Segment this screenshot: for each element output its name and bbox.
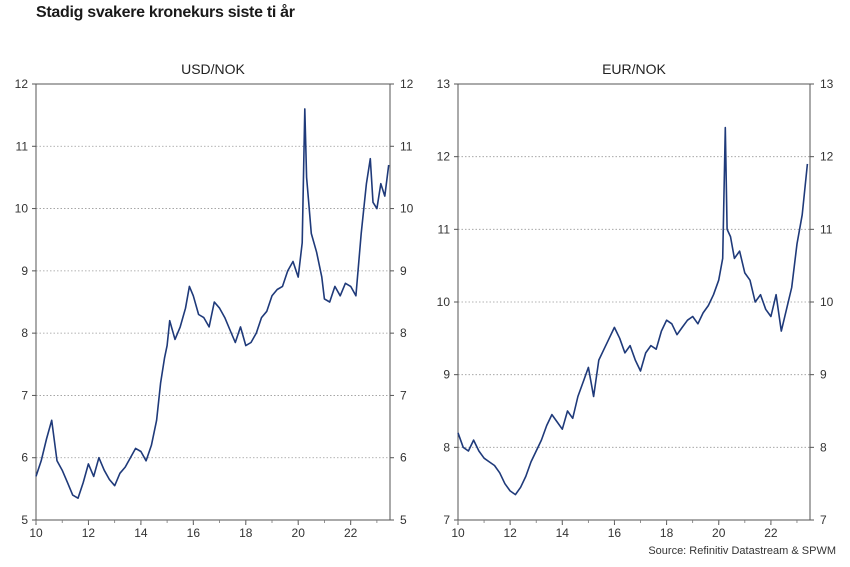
x-tick-label: 18 <box>660 526 674 540</box>
y-tick-label-left: 10 <box>15 202 29 216</box>
x-tick-label: 14 <box>134 526 148 540</box>
x-tick-label: 12 <box>82 526 96 540</box>
y-tick-label-left: 11 <box>438 222 451 236</box>
x-tick-label: 22 <box>764 526 778 540</box>
y-tick-label-right: 7 <box>820 513 827 527</box>
y-tick-label-left: 6 <box>21 451 28 465</box>
x-tick-label: 20 <box>712 526 726 540</box>
y-tick-label-right: 8 <box>820 440 827 454</box>
x-tick-label: 20 <box>292 526 306 540</box>
x-tick-label: 16 <box>187 526 201 540</box>
page-title: Stadig svakere kronekurs siste ti år <box>36 4 295 21</box>
y-tick-label-right: 8 <box>400 326 407 340</box>
y-tick-label-right: 10 <box>400 202 414 216</box>
chart-usd-nok: USD/NOK 5 5 6 6 7 7 8 8 9 9 10 10 11 11 12 12 10 12 14 16 18 2… <box>15 61 414 540</box>
y-tick-label-left: 9 <box>443 368 450 382</box>
y-tick-label-left: 12 <box>437 150 451 164</box>
series-line <box>35 108 390 500</box>
x-tick-label: 16 <box>608 526 622 540</box>
y-tick-label-right: 12 <box>820 150 834 164</box>
y-tick-label-right: 13 <box>820 77 834 91</box>
y-tick-label-right: 11 <box>400 139 413 153</box>
y-tick-label-right: 6 <box>400 451 407 465</box>
y-tick-label-left: 12 <box>15 77 29 91</box>
x-tick-label: 10 <box>451 526 465 540</box>
chart-title: EUR/NOK <box>602 61 666 77</box>
y-tick-label-left: 7 <box>21 388 28 402</box>
y-tick-label-left: 8 <box>21 326 28 340</box>
x-tick-label: 14 <box>556 526 570 540</box>
y-tick-label-right: 12 <box>400 77 414 91</box>
x-tick-label: 22 <box>344 526 358 540</box>
chart-eur-nok: EUR/NOK 7 7 8 8 9 9 10 10 11 11 12 12 13 13 10 12 14 16 18 2… <box>437 61 834 540</box>
y-tick-label-right: 10 <box>820 295 834 309</box>
y-tick-label-left: 7 <box>443 513 450 527</box>
y-tick-label-left: 11 <box>16 139 29 153</box>
x-tick-label: 10 <box>29 526 43 540</box>
y-tick-label-left: 8 <box>443 440 450 454</box>
y-tick-label-left: 9 <box>21 264 28 278</box>
y-tick-label-right: 11 <box>820 222 833 236</box>
plot-frame <box>457 83 811 521</box>
y-tick-label-right: 7 <box>400 388 407 402</box>
y-tick-label-left: 5 <box>21 513 28 527</box>
y-tick-label-right: 9 <box>400 264 407 278</box>
chart-title: USD/NOK <box>181 61 245 77</box>
y-tick-label-left: 13 <box>437 77 451 91</box>
series-line <box>457 126 809 496</box>
y-tick-label-left: 10 <box>437 295 451 309</box>
x-tick-label: 12 <box>503 526 517 540</box>
source-note: Source: Refinitiv Datastream & SPWM <box>648 545 836 557</box>
y-tick-label-right: 9 <box>820 368 827 382</box>
plot-frame <box>35 83 391 521</box>
x-tick-label: 18 <box>239 526 253 540</box>
y-tick-label-right: 5 <box>400 513 407 527</box>
